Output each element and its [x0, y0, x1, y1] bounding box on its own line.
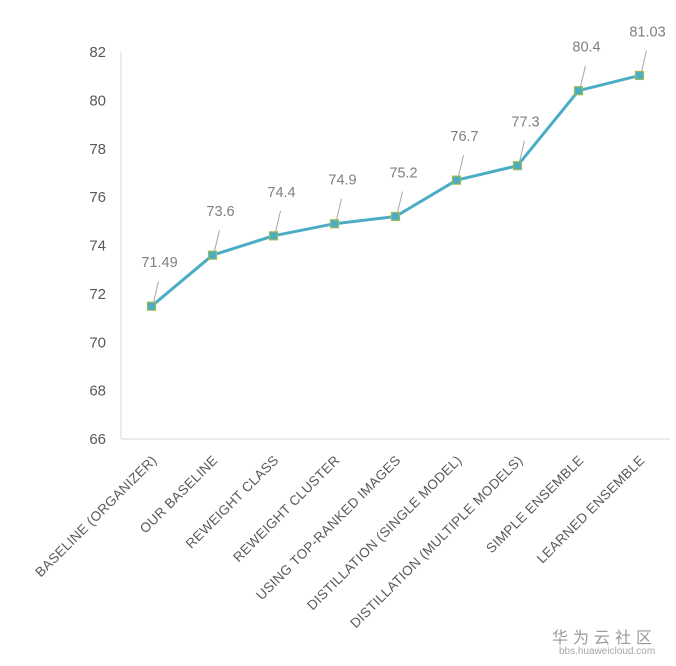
x-tick-label: BASELINE (ORGANIZER) — [32, 453, 159, 580]
data-point-marker — [146, 301, 157, 311]
data-point-marker — [451, 175, 462, 185]
data-markers — [146, 70, 645, 311]
data-label: 74.4 — [267, 185, 295, 201]
data-point-marker — [268, 231, 279, 241]
y-axis-ticks: 66 68 70 72 74 76 78 80 82 — [89, 44, 106, 448]
x-tick-label: REWEIGHT CLUSTER — [230, 453, 342, 565]
data-point-marker — [207, 250, 218, 260]
y-tick-label: 74 — [89, 238, 106, 255]
series-line — [150, 74, 641, 308]
data-label: 77.3 — [511, 115, 539, 131]
data-point-marker — [329, 219, 340, 229]
y-tick-label: 76 — [89, 189, 106, 206]
data-label-leader — [397, 191, 403, 213]
data-label: 74.9 — [328, 173, 356, 189]
data-point-marker — [512, 161, 523, 171]
data-point-marker — [573, 86, 584, 96]
data-label-leader — [580, 65, 586, 87]
data-point-marker — [390, 211, 401, 222]
data-label-leader — [153, 281, 159, 303]
data-label: 80.4 — [572, 40, 600, 56]
data-label: 75.2 — [389, 165, 417, 181]
watermark-title: 华为云社区 — [552, 630, 658, 647]
data-point-marker — [634, 70, 645, 81]
series-line-group — [150, 74, 641, 308]
x-axis-ticks: BASELINE (ORGANIZER)OUR BASELINEREWEIGHT… — [32, 453, 647, 631]
data-label-leader — [214, 230, 220, 252]
chart-axes — [120, 52, 670, 440]
data-label: 71.49 — [141, 255, 177, 271]
watermark-url: bbs.huaweicloud.com — [559, 646, 656, 657]
y-tick-label: 72 — [89, 286, 106, 303]
y-tick-label: 66 — [89, 431, 106, 448]
data-label-leader — [641, 50, 647, 72]
x-tick-label: LEARNED ENSEMBLE — [534, 453, 648, 567]
data-label-leader — [336, 198, 342, 220]
data-label-leader — [519, 140, 525, 162]
data-label: 76.7 — [450, 129, 478, 145]
data-label-leaders — [153, 50, 647, 303]
data-label-leader — [458, 155, 464, 177]
y-tick-label: 82 — [89, 44, 106, 61]
data-label: 73.6 — [206, 204, 234, 220]
y-tick-label: 68 — [89, 383, 106, 400]
y-tick-label: 70 — [89, 334, 106, 351]
data-label: 81.03 — [629, 24, 665, 40]
data-label-leader — [275, 210, 281, 232]
y-tick-label: 78 — [89, 141, 106, 158]
data-labels: 71.49 73.6 74.4 74.9 75.2 76.7 77.3 80.4 81.03 — [141, 24, 665, 271]
y-tick-label: 80 — [89, 92, 106, 109]
